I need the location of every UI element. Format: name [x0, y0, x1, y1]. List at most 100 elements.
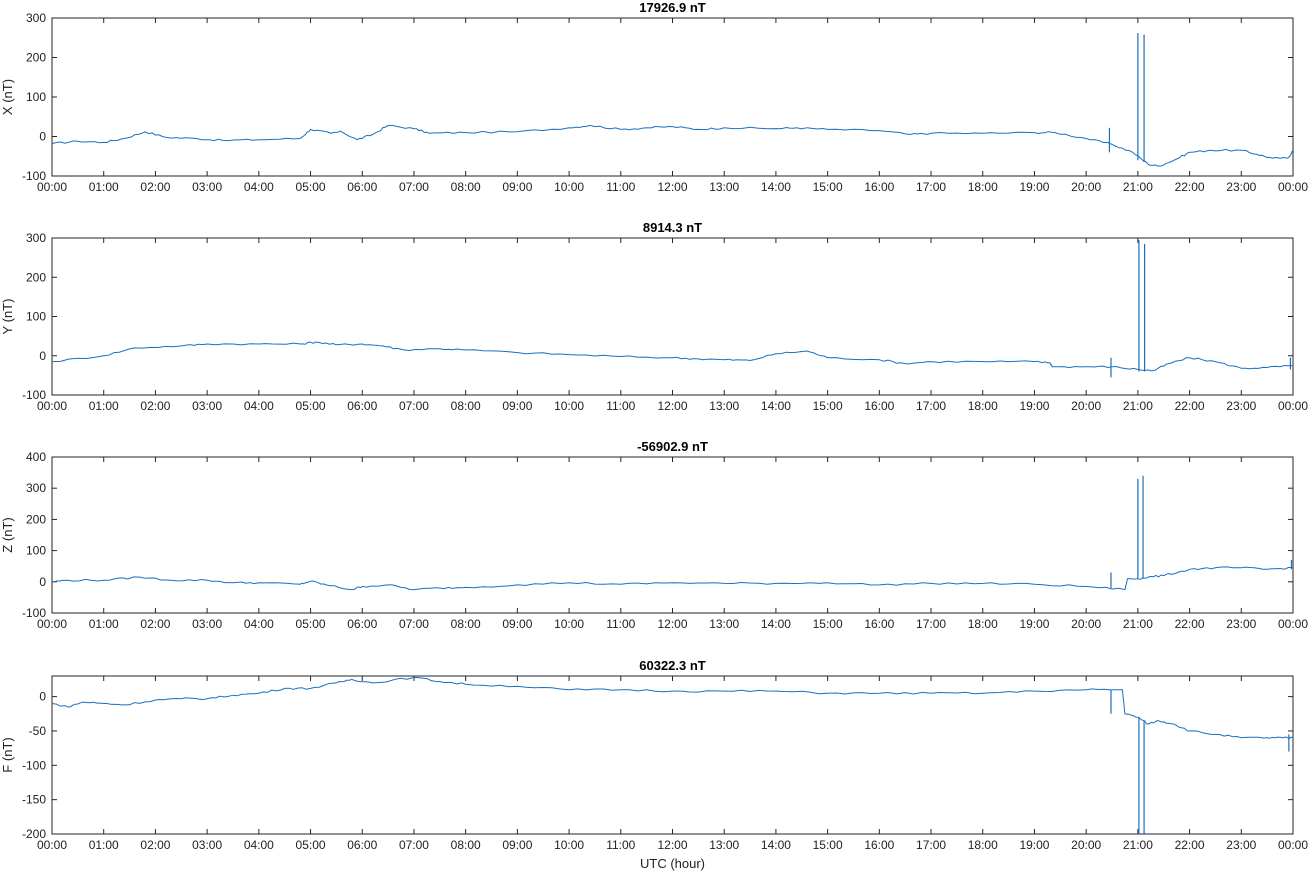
x-tick-label: 17:00: [916, 617, 946, 631]
x-tick-label: 01:00: [89, 617, 119, 631]
y-tick-label: 200: [26, 270, 46, 284]
plot-frame: [51, 675, 1294, 835]
x-tick-label: 10:00: [554, 617, 584, 631]
x-tick-label: 19:00: [1019, 180, 1049, 194]
y-tick-label: -200: [22, 827, 46, 841]
x-tick-label: 17:00: [916, 838, 946, 852]
x-tick-label: 03:00: [192, 399, 222, 413]
x-tick-label: 18:00: [968, 399, 998, 413]
x-tick-label: 15:00: [813, 180, 843, 194]
y-tick-label: 400: [26, 450, 46, 464]
y-tick-label: 0: [39, 130, 46, 144]
x-tick-label: 18:00: [968, 617, 998, 631]
y-axis-label: Z (nT): [0, 517, 15, 552]
x-tick-label: 22:00: [1175, 180, 1205, 194]
x-tick-label: 09:00: [502, 617, 532, 631]
x-tick-label: 16:00: [864, 617, 894, 631]
x-tick-label: 03:00: [192, 838, 222, 852]
x-tick-label: 08:00: [451, 838, 481, 852]
x-tick-label: 22:00: [1175, 399, 1205, 413]
x-tick-label: 01:00: [89, 838, 119, 852]
chart-panel-3: -56902.9 nT Z (nT) -100 0 100 200 300 400 00:00 0…: [0, 439, 1308, 631]
x-tick-label: 00:00: [37, 180, 67, 194]
x-tick-label: 11:00: [606, 617, 635, 631]
chart-panel-2: 8914.3 nT Y (nT) -100 0 100 200 300 00:00 01:00 0…: [0, 220, 1308, 413]
x-tick-label: 05:00: [296, 617, 326, 631]
x-tick-label: 21:00: [1123, 180, 1153, 194]
chart-panel-4: 60322.3 nT F (nT) -200 -150 -100 -50 0 00:00 01:…: [0, 658, 1308, 852]
y-tick-label: 0: [39, 690, 46, 704]
x-tick-label: 22:00: [1175, 838, 1205, 852]
x-tick-label: 13:00: [709, 180, 739, 194]
series-line: [52, 566, 1294, 591]
y-tick-label: 0: [39, 575, 46, 589]
x-tick-label: 21:00: [1123, 399, 1153, 413]
x-tick-label: 21:00: [1123, 838, 1153, 852]
x-tick-label: 08:00: [451, 399, 481, 413]
x-tick-label: 00:00: [1278, 399, 1308, 413]
chart-title: 60322.3 nT: [639, 658, 706, 673]
x-tick-label: 13:00: [709, 838, 739, 852]
x-tick-label: 02:00: [140, 617, 170, 631]
x-tick-label: 10:00: [554, 399, 584, 413]
x-tick-label: 08:00: [451, 617, 481, 631]
x-tick-label: 10:00: [554, 838, 584, 852]
x-tick-label: 11:00: [606, 180, 635, 194]
y-tick-label: -100: [22, 169, 46, 183]
x-tick-label: 23:00: [1226, 617, 1256, 631]
chart-title: -56902.9 nT: [637, 439, 708, 454]
x-tick-label: 09:00: [502, 180, 532, 194]
x-tick-label: 13:00: [709, 399, 739, 413]
x-tick-label: 03:00: [192, 617, 222, 631]
y-tick-label: 300: [26, 11, 46, 25]
x-tick-label: 11:00: [606, 399, 635, 413]
x-tick-label: 16:00: [864, 399, 894, 413]
y-tick-label: -50: [29, 724, 47, 738]
x-tick-label: 14:00: [761, 617, 791, 631]
x-tick-label: 23:00: [1226, 399, 1256, 413]
x-tick-label: 09:00: [502, 838, 532, 852]
x-tick-label: 00:00: [37, 838, 67, 852]
y-tick-label: -100: [22, 606, 46, 620]
y-axis-label: F (nT): [0, 737, 15, 772]
x-tick-label: 20:00: [1071, 617, 1101, 631]
chart-title: 8914.3 nT: [643, 220, 702, 235]
x-tick-label: 02:00: [140, 180, 170, 194]
x-tick-label: 01:00: [89, 399, 119, 413]
x-tick-label: 18:00: [968, 838, 998, 852]
x-tick-label: 23:00: [1226, 180, 1256, 194]
x-tick-label: 20:00: [1071, 399, 1101, 413]
x-tick-label: 00:00: [1278, 617, 1308, 631]
y-axis-label: X (nT): [0, 79, 15, 115]
x-tick-label: 17:00: [916, 399, 946, 413]
x-tick-label: 06:00: [347, 838, 377, 852]
plot-frame: [51, 456, 1294, 614]
x-tick-label: 00:00: [37, 617, 67, 631]
x-tick-label: 14:00: [761, 838, 791, 852]
x-tick-label: 02:00: [140, 838, 170, 852]
x-tick-label: 16:00: [864, 838, 894, 852]
y-tick-label: 200: [26, 512, 46, 526]
x-tick-label: 14:00: [761, 180, 791, 194]
y-tick-label: 100: [26, 310, 46, 324]
x-tick-label: 04:00: [244, 617, 274, 631]
x-tick-label: 08:00: [451, 180, 481, 194]
x-tick-label: 15:00: [813, 399, 843, 413]
chart-title: 17926.9 nT: [639, 0, 706, 15]
x-tick-label: 03:00: [192, 180, 222, 194]
x-tick-label: 06:00: [347, 180, 377, 194]
x-tick-label: 12:00: [657, 838, 687, 852]
x-tick-label: 04:00: [244, 838, 274, 852]
x-tick-label: 07:00: [399, 838, 429, 852]
y-tick-label: 300: [26, 231, 46, 245]
x-tick-label: 05:00: [296, 180, 326, 194]
x-tick-label: 15:00: [813, 838, 843, 852]
x-tick-label: 20:00: [1071, 180, 1101, 194]
x-tick-label: 18:00: [968, 180, 998, 194]
series-line: [51, 341, 1294, 372]
x-tick-label: 12:00: [657, 399, 687, 413]
y-tick-label: -100: [22, 758, 46, 772]
x-tick-label: 09:00: [502, 399, 532, 413]
x-tick-label: 15:00: [813, 617, 843, 631]
x-tick-label: 05:00: [296, 838, 326, 852]
